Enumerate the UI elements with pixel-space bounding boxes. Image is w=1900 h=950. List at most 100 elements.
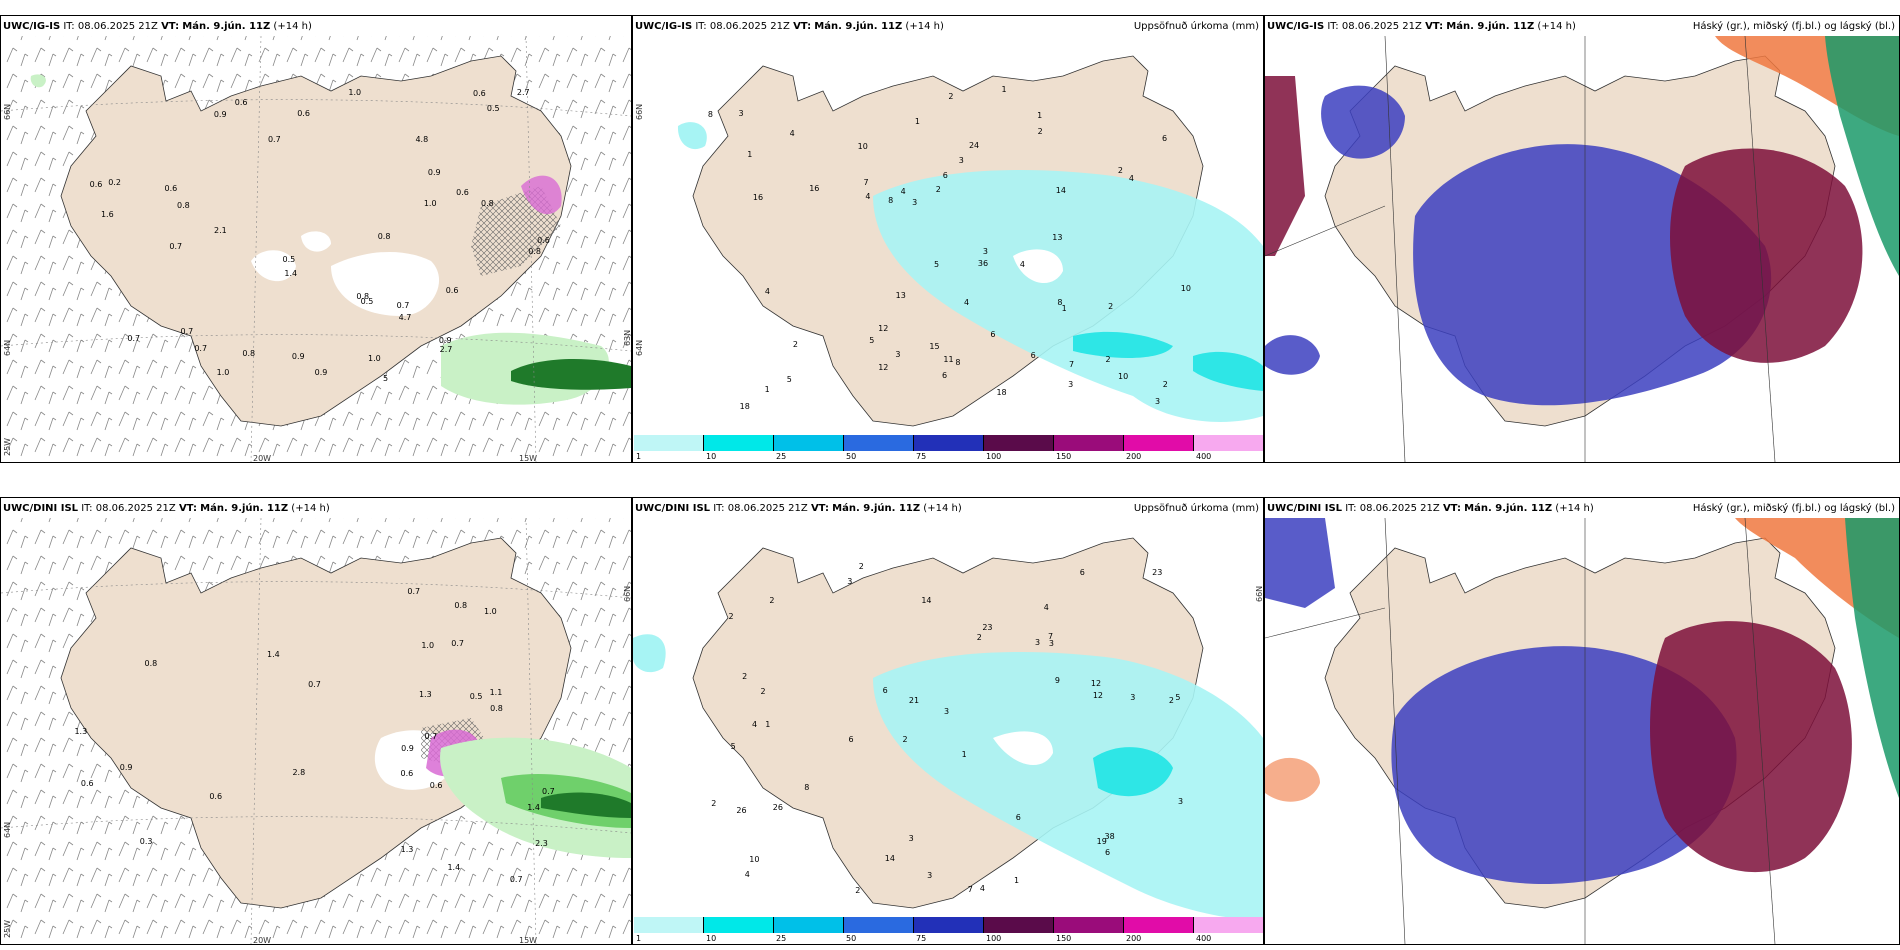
- panel-title: Uppsöfnuð úrkoma (mm): [1133, 503, 1259, 514]
- value-label: 2: [948, 92, 954, 102]
- value-label: 2: [1117, 165, 1123, 175]
- value-label: 3: [982, 247, 989, 257]
- value-label: 0.8: [454, 600, 468, 610]
- value-label: 3: [908, 834, 914, 844]
- value-label: 2: [858, 562, 864, 572]
- cloud-mid: [1670, 148, 1863, 363]
- value-label: 0.6: [456, 187, 469, 197]
- value-label: 2: [769, 596, 775, 606]
- value-label: 2: [1162, 380, 1168, 390]
- value-label: 1.0: [423, 198, 437, 208]
- colorbar-cell: [774, 917, 844, 933]
- value-label: 0.7: [509, 874, 523, 884]
- value-label: 2: [976, 632, 982, 642]
- value-label: 4: [751, 720, 758, 730]
- value-label: 10: [1180, 283, 1191, 293]
- value-label: 2: [792, 339, 798, 349]
- value-label: 1: [1014, 875, 1020, 885]
- precip-map: [677, 55, 1263, 427]
- value-label: 1.3: [400, 845, 414, 855]
- value-label: 12: [1092, 691, 1104, 701]
- value-label: 18: [996, 388, 1007, 398]
- value-label: 3: [895, 350, 901, 360]
- value-label: 2: [902, 735, 908, 745]
- colorbar-cell: [1124, 917, 1194, 933]
- value-label: 0.8: [242, 348, 256, 358]
- wind-green-dark: [541, 792, 631, 818]
- value-label: 5: [730, 741, 736, 751]
- value-label: 2.1: [214, 225, 227, 235]
- value-label: 0.9: [314, 367, 328, 377]
- value-label: 2: [728, 612, 734, 622]
- colorbar-tick: 10: [706, 452, 717, 461]
- value-label: 0.6: [445, 286, 459, 296]
- lat-label: 64N: [3, 339, 12, 356]
- panel-title: Háský (gr.), miðský (fj.bl.) og lágský (…: [1692, 21, 1895, 32]
- colorbar-cell: [1194, 435, 1263, 451]
- value-label: 0.7: [267, 134, 281, 144]
- value-label: 0.7: [451, 638, 465, 648]
- value-label: 38: [1104, 832, 1115, 842]
- value-label: 0.7: [424, 732, 438, 742]
- colorbar-cell: [1124, 435, 1194, 451]
- value-label: 2: [935, 185, 941, 195]
- colorbar-tick: 1: [636, 452, 642, 461]
- panel-top-wind: UWC/IG-IS IT: 08.06.2025 21Z VT: Mán. 9.…: [0, 15, 632, 463]
- value-label: 1.0: [348, 87, 362, 97]
- value-label: 7: [863, 178, 869, 188]
- value-label: 26: [736, 806, 747, 816]
- value-label: 2.7: [516, 87, 530, 97]
- colorbar-tick: 100: [986, 934, 1002, 943]
- panel-header: UWC/DINI ISL IT: 08.06.2025 21Z VT: Mán.…: [1267, 503, 1594, 514]
- precip-light: [633, 634, 666, 673]
- colorbar-cell: [634, 435, 704, 451]
- value-label: 1: [1037, 111, 1043, 121]
- lat-label: 64N: [635, 339, 644, 356]
- value-label: 26: [772, 803, 783, 813]
- value-label: 0.6: [234, 97, 248, 107]
- colorbar-tick: 25: [776, 452, 787, 461]
- value-label: 13: [1052, 232, 1063, 242]
- value-label: 0.9: [401, 743, 414, 753]
- value-label: 4: [865, 192, 871, 202]
- value-label: 4: [979, 884, 985, 894]
- precip-light: [873, 170, 1263, 422]
- value-label: 7: [1047, 632, 1054, 642]
- cloud-map: [1265, 35, 1899, 462]
- value-label: 0.9: [213, 110, 227, 120]
- cloud-mid: [1265, 76, 1305, 256]
- value-label: 3: [847, 576, 853, 586]
- value-label: 3: [958, 156, 964, 166]
- value-label: 10: [857, 142, 868, 152]
- colorbar-tick: 1: [636, 934, 642, 943]
- value-label: 2.7: [439, 345, 453, 355]
- value-label: 4: [764, 287, 770, 297]
- value-label: 13: [895, 291, 906, 301]
- colorbar-cell: [634, 917, 704, 933]
- precip-mid: [1193, 351, 1263, 391]
- value-label: 1: [765, 720, 771, 730]
- colorbar: 1 10 25 50 75 100 150 200 400: [634, 917, 1263, 943]
- value-label: 12: [1090, 678, 1102, 688]
- value-label: 1: [764, 384, 770, 394]
- value-label: 0.9: [438, 336, 452, 346]
- value-label: 14: [921, 595, 932, 605]
- value-label: 0.5: [469, 691, 483, 701]
- value-label: 4.7: [398, 312, 412, 322]
- value-label: 1.0: [421, 640, 435, 650]
- colorbar-tick: 75: [916, 934, 927, 943]
- value-label: 6: [1015, 813, 1021, 823]
- panel-header: UWC/DINI ISL IT: 08.06.2025 21Z VT: Mán.…: [3, 503, 330, 514]
- value-label: 0.3: [139, 836, 153, 846]
- value-label: 2: [855, 885, 861, 895]
- value-label: 0.8: [528, 247, 542, 257]
- value-label: 0.6: [89, 180, 103, 190]
- value-label: 4: [1019, 259, 1025, 269]
- glacier: [251, 250, 296, 282]
- value-label: 2.3: [535, 839, 548, 849]
- precip-map: [633, 537, 1263, 919]
- panel-top-precip: UWC/IG-IS IT: 08.06.2025 21Z VT: Mán. 9.…: [632, 15, 1264, 463]
- value-label: 16: [809, 184, 820, 194]
- colorbar-tick: 200: [1126, 452, 1142, 461]
- colorbar-tick: 50: [846, 452, 857, 461]
